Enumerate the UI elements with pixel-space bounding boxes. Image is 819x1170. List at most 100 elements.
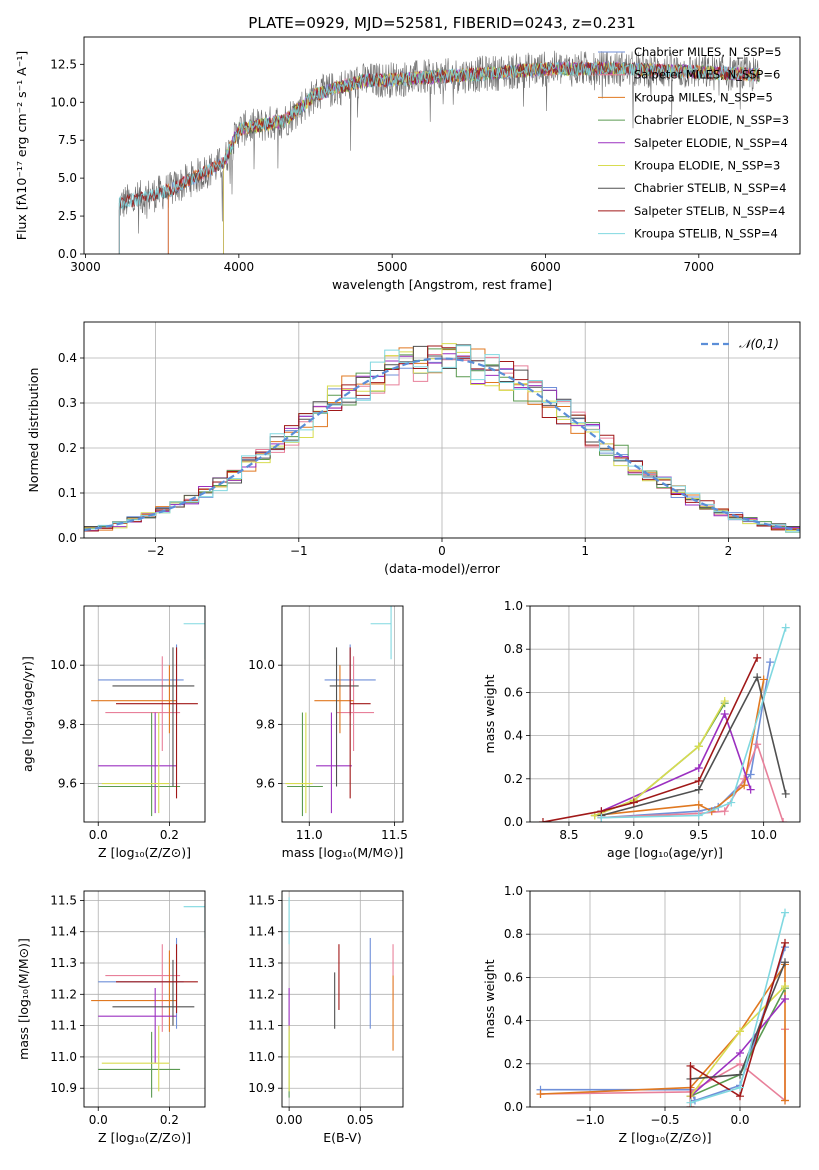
y-tick-label: 11.3 [248,956,275,970]
errorbar-kroupa_stelib [183,903,205,938]
errorbar-kroupa_miles [91,950,177,1032]
marker-salpeter_miles [736,1059,744,1068]
marker-salpeter_miles [779,818,788,822]
panel-age-vs-Z: 0.0 0.2 9.6 9.8 10.0 Z [log₁₀(Z/Z⊙)] age [log₁… [20,605,206,860]
x-tick-label: −2 [147,544,165,558]
series-kroupa_miles [536,960,789,1105]
series-chabrier_stelib [597,673,790,820]
panel-spectrum: 3000 4000 5000 6000 7000 0.0 2.5 5.0 7.5 10.0 12.5… [14,14,801,292]
errorbar-salpeter_elodie [98,988,177,1064]
y-tick-label: 0.0 [504,1100,523,1114]
y-axis-label: Flux [fλ10⁻¹⁷ erg cm⁻² s⁻¹ A⁻¹] [14,51,29,240]
x-axis-label: wavelength [Angstrom, rest frame] [332,277,552,292]
panel-mass-vs-ebv: 0.00 0.05 10.9 11.0 11.1 11.2 11.3 11.4 11.5 E(B-… [248,890,404,1145]
y-tick-label: 11.0 [248,1050,275,1064]
errorbar-kroupa_stelib [183,606,205,660]
y-tick-label: 10.0 [50,658,77,672]
y-tick-label: 10.0 [50,95,77,109]
y-tick-label: 0.0 [504,815,523,829]
y-tick-label: 11.4 [50,925,77,939]
plot-area [282,606,403,822]
marker-chabrier_miles [766,658,775,667]
x-tick-label: −1 [290,544,308,558]
x-tick-label: −0.5 [650,1113,679,1127]
x-axis-label: mass [log₁₀(M/M⊙)] [282,845,404,860]
y-tick-label: 0.6 [504,970,523,984]
errorbar-kroupa_stelib [370,606,392,660]
legend: 𝒩(0,1) [701,337,779,351]
y-tick-label: 0.8 [504,642,523,656]
y-tick-label: 0.4 [58,351,77,365]
observed-spectrum [119,50,761,234]
errorbar-salpeter_elodie [316,712,352,814]
marker-kroupa_stelib [736,1083,744,1092]
line-salpeter_miles [601,741,784,822]
y-tick-label: 11.2 [50,987,77,1001]
marker-kroupa_elodie [781,982,789,991]
y-tick-label: 11.1 [50,1019,77,1033]
line-chabrier_elodie [690,987,786,1097]
x-axis-label: Z [log₁₀(Z/Z⊙)] [98,1130,191,1145]
x-tick-label: 0.2 [160,828,179,842]
histogram-salpeter_stelib [84,345,800,534]
x-tick-label: 1 [581,544,589,558]
y-axis-label: mass weight [482,674,497,753]
y-tick-label: 7.5 [58,133,77,147]
line-kroupa_stelib [601,627,787,819]
marker-salpeter_stelib [753,653,762,662]
x-tick-label: 5000 [377,260,408,274]
line-kroupa_miles [540,961,786,1101]
y-tick-label: 0.4 [504,729,523,743]
series-chabrier_miles [536,943,789,1105]
y-tick-label: 0.8 [504,927,523,941]
legend-label-kroupa_miles: Kroupa MILES, N_SSP=5 [634,90,773,104]
marker-salpeter_stelib [686,1061,695,1070]
errorbar-salpeter_stelib [349,647,371,799]
marker-kroupa_stelib [686,1098,695,1107]
y-tick-label: 9.6 [256,777,275,791]
series-chabrier_elodie [686,984,789,1101]
series-kroupa_miles [590,675,768,820]
errorbar-chabrier_stelib [329,647,359,787]
axes-frame [83,36,801,255]
panel-mass-vs-Z: 0.0 0.2 10.9 11.0 11.1 11.2 11.3 11.4 11.5 Z [log… [16,890,206,1145]
x-axis-label: E(B-V) [323,1130,362,1145]
marker-chabrier_miles [746,770,755,779]
y-tick-label: 0.0 [58,531,77,545]
marker-kroupa_miles [759,675,768,684]
marker-salpeter_stelib [629,798,638,807]
errorbar-chabrier_elodie [98,712,181,817]
errorbar-kroupa_elodie [101,712,170,814]
panel-mass-weight-vs-age: 8.5 9.0 9.5 10.0 0.0 0.2 0.4 0.6 0.8 1.0 age [log₁… [482,599,801,860]
x-axis-label: Z [log₁₀(Z/Z⊙)] [619,1130,712,1145]
y-tick-label: 0.2 [58,441,77,455]
plot-area [118,50,761,254]
y-tick-label: 0.2 [504,772,523,786]
y-tick-label: 0.2 [504,1057,523,1071]
y-axis-label: mass [log₁₀(M/M⊙)] [16,938,31,1060]
marker-chabrier_stelib [781,958,789,967]
marker-kroupa_elodie [694,742,703,751]
line-chabrier_elodie [594,702,726,817]
marker-salpeter_miles [753,740,762,749]
line-kroupa_elodie [594,700,726,817]
y-tick-label: 11.5 [50,893,77,907]
y-tick-label: 10.0 [248,658,275,672]
axes-frame [83,605,206,823]
y-tick-label: 1.0 [504,599,523,613]
marker-salpeter_stelib [538,818,547,822]
x-tick-label: 9.5 [689,828,708,842]
y-tick-label: 0.1 [58,486,77,500]
marker-salpeter_elodie [720,710,729,718]
y-tick-label: 2.5 [58,209,77,223]
x-tick-label: 8.5 [559,828,578,842]
line-salpeter_stelib [689,942,786,1107]
marker-salpeter_stelib [781,938,789,947]
marker-kroupa_stelib [597,813,606,822]
errorbar-chabrier_elodie [287,712,323,817]
y-tick-label: 0.0 [58,247,77,261]
y-tick-label: 0.6 [504,685,523,699]
y-tick-label: 9.6 [58,777,77,791]
marker-salpeter_stelib [736,1092,744,1101]
